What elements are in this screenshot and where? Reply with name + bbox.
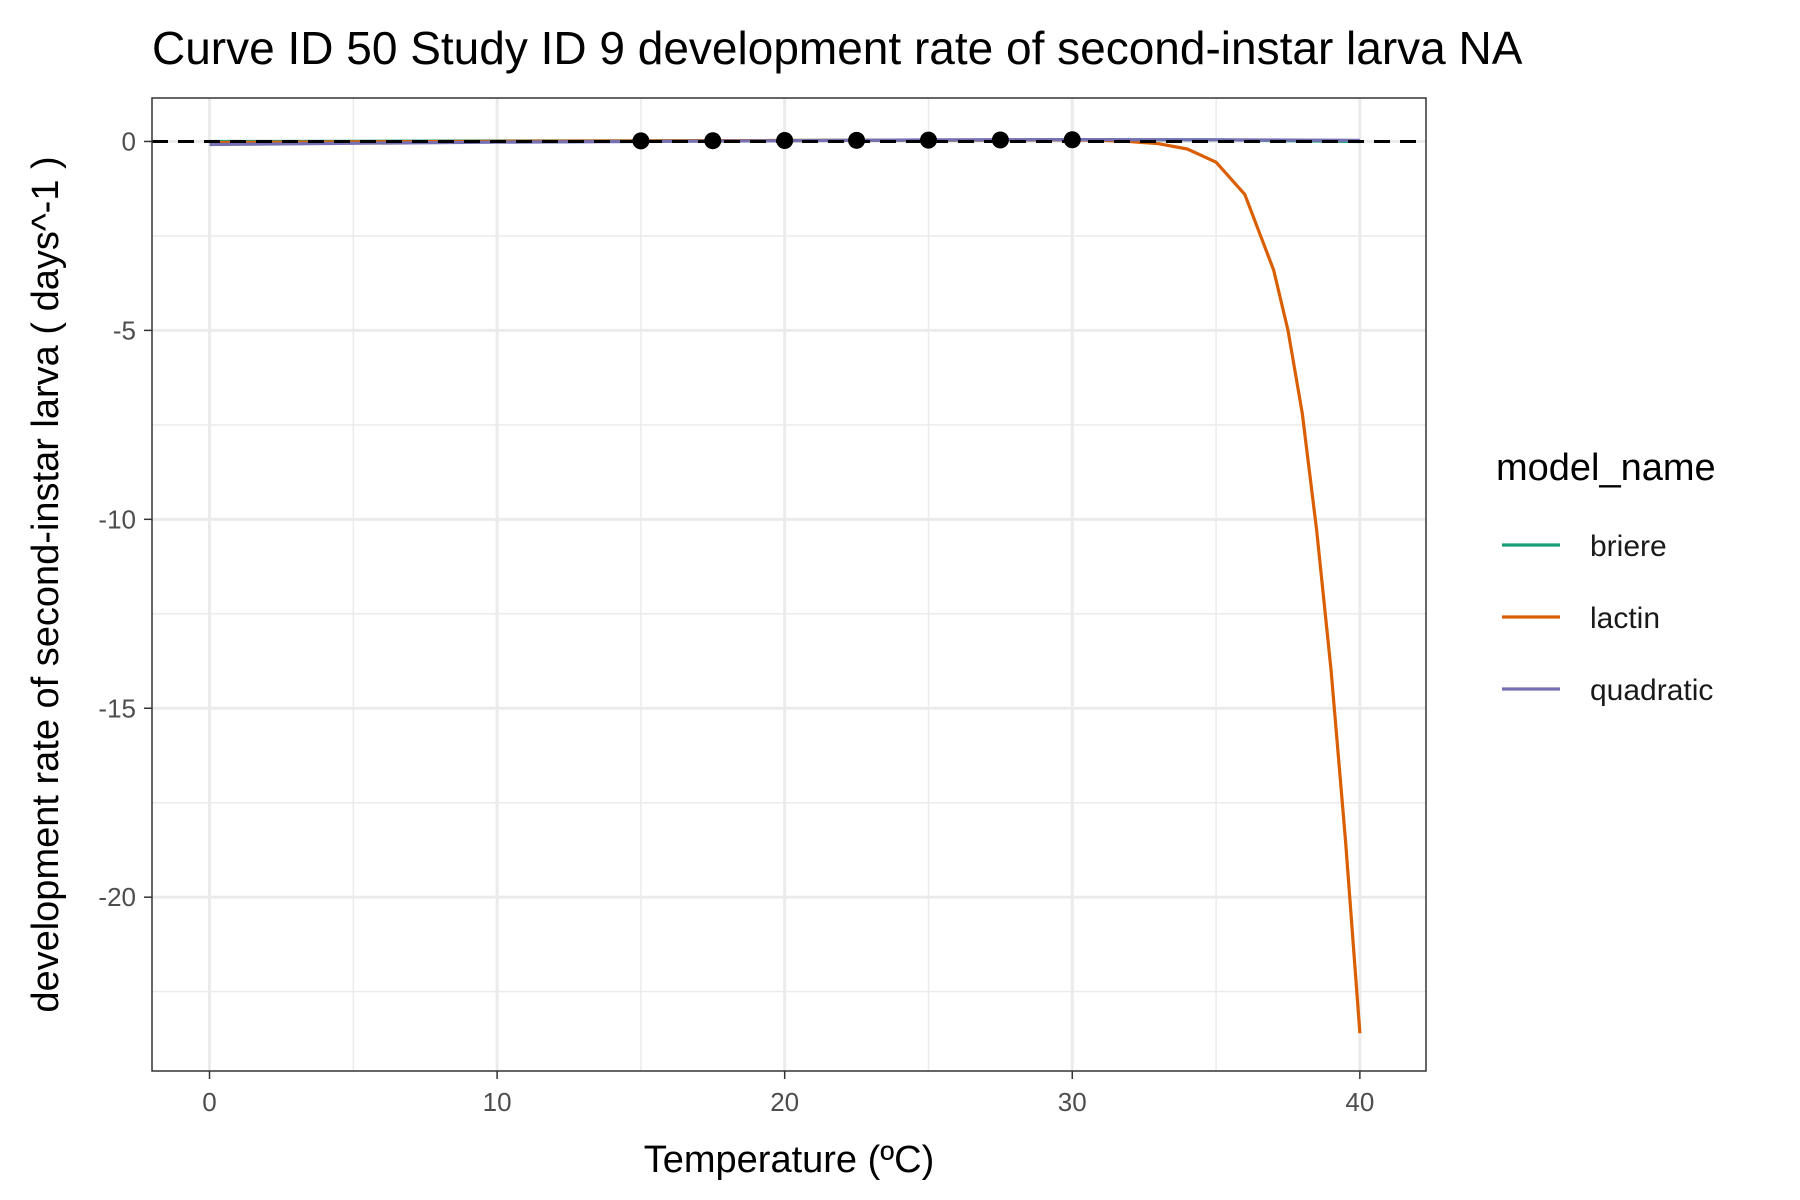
data-point [704,132,722,150]
x-tick-label: 20 [770,1087,799,1117]
data-point [991,131,1009,149]
minor-gridlines [152,98,1426,1071]
data-point [632,132,650,150]
x-axis-ticks: 0 10 20 30 40 [202,1071,1374,1117]
y-axis-ticks: 0 -5 -10 -15 -20 [98,126,152,912]
y-tick-label: -15 [98,693,136,723]
major-gridlines [152,98,1426,1071]
data-points [632,131,1081,150]
legend-label-briere: briere [1590,530,1667,563]
x-tick-label: 40 [1345,1087,1374,1117]
x-axis-title: Temperature (ºC) [644,1139,935,1181]
legend-label-lactin: lactin [1590,602,1660,635]
data-point [776,132,794,150]
panel-border [151,97,1427,1072]
legend: model_name briere lactin quadratic [1496,447,1716,707]
y-tick-label: -5 [113,315,136,345]
x-tick-label: 0 [202,1087,216,1117]
y-axis-title: development rate of second-instar larva … [25,156,67,1012]
data-point [919,131,937,149]
legend-title: model_name [1496,447,1716,489]
y-tick-label: -10 [98,504,136,534]
data-point [1063,131,1081,149]
x-tick-label: 30 [1058,1087,1087,1117]
y-tick-label: -20 [98,882,136,912]
chart-title: Curve ID 50 Study ID 9 development rate … [152,22,1523,74]
legend-label-quadratic: quadratic [1590,674,1713,707]
x-tick-label: 10 [483,1087,512,1117]
legend-items: briere lactin quadratic [1502,530,1713,707]
y-tick-label: 0 [122,126,136,156]
data-point [848,131,866,149]
